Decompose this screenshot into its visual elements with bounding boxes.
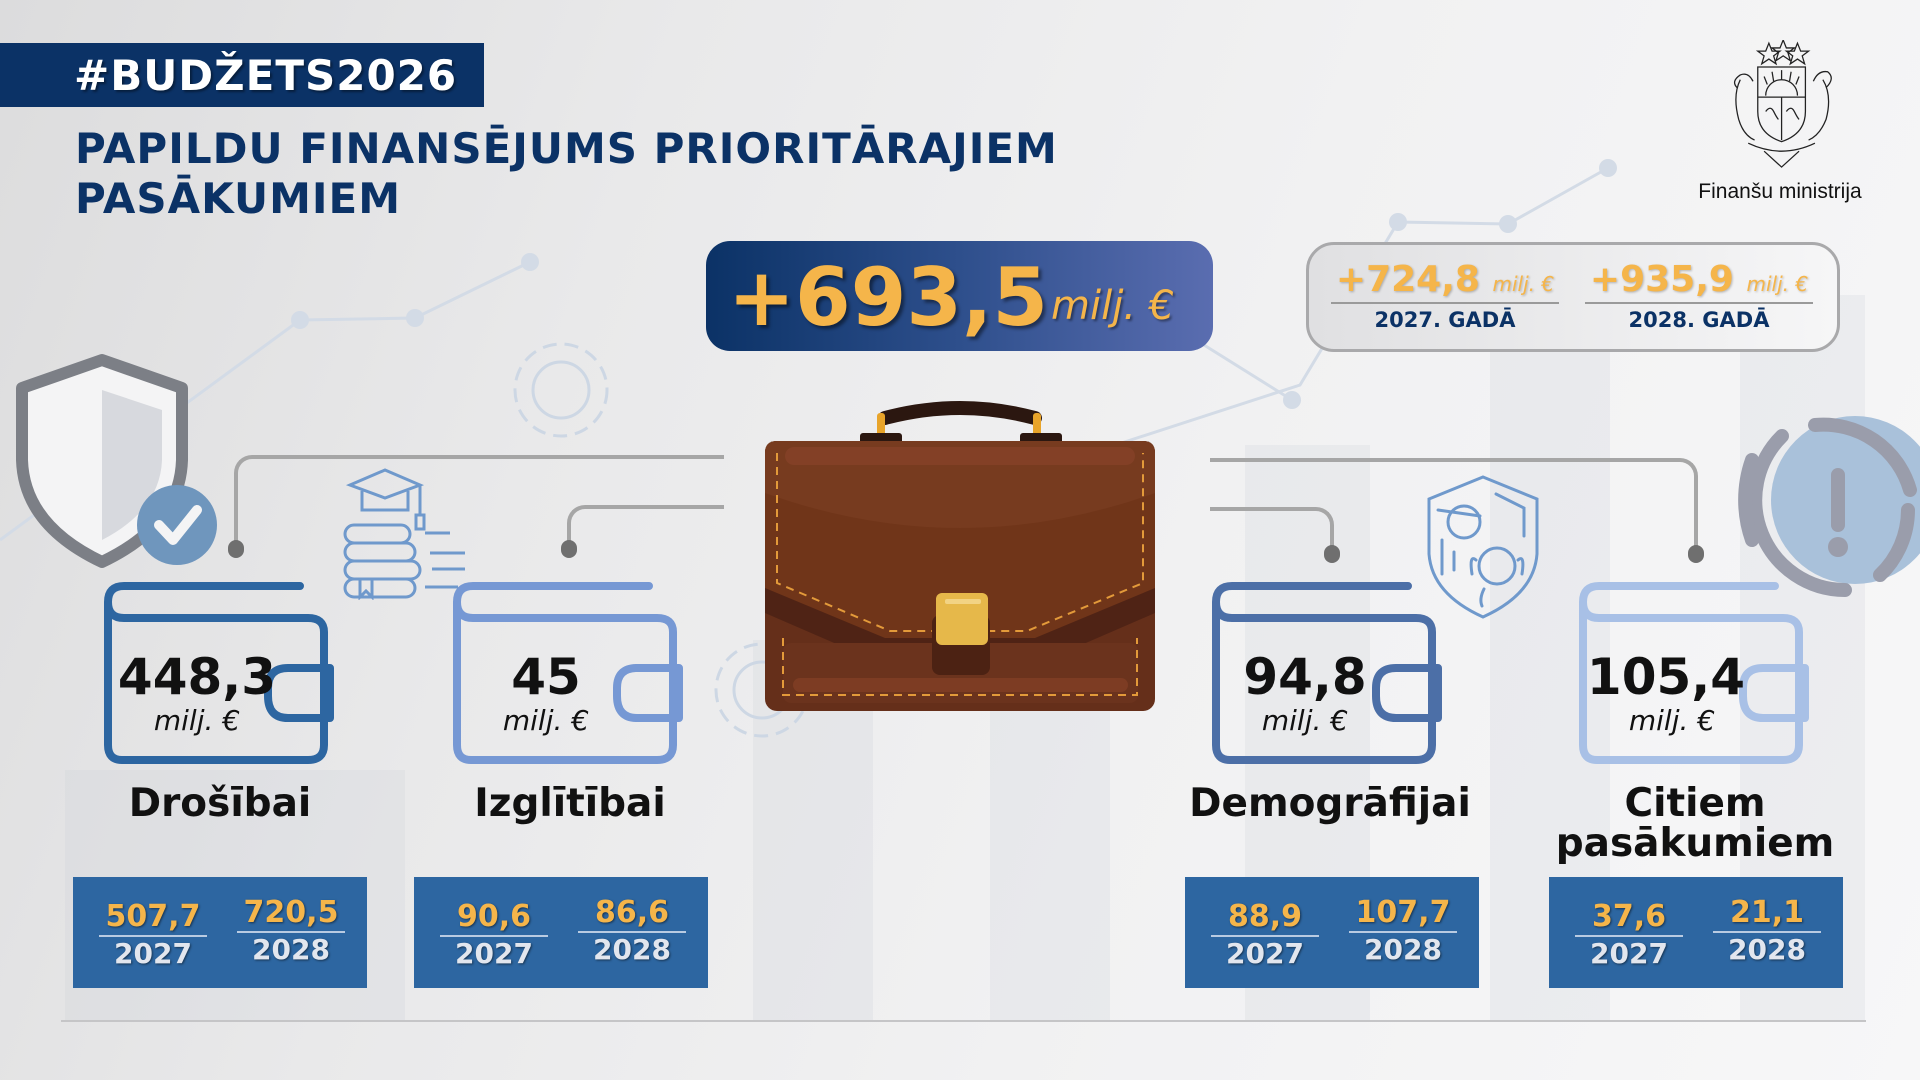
future-total-2028: +935,9 milj. € 2028. GADĀ: [1585, 259, 1813, 332]
year-values-citiem: 37,6 2027 21,1 2028: [1549, 877, 1843, 988]
year-value: 90,6: [440, 899, 548, 937]
wallet-icon: [1579, 582, 1809, 764]
wallet-icon: [1212, 582, 1442, 764]
future-totals-box: +724,8 milj. € 2027. GADĀ +935,9 milj. €…: [1306, 242, 1840, 352]
future-total-year: 2028. GADĀ: [1628, 308, 1770, 332]
future-total-2027: +724,8 milj. € 2027. GADĀ: [1331, 259, 1559, 332]
year-label: 2028: [252, 933, 330, 966]
future-total-value: +935,9: [1589, 259, 1734, 300]
category-label: Drošībai: [128, 781, 312, 826]
connector-line: [567, 505, 724, 551]
year-label: 2028: [1728, 933, 1806, 966]
connector-dot: [561, 540, 577, 558]
books-graduation-cap-icon: [343, 468, 465, 600]
category-unit: milj. €: [153, 704, 241, 737]
category-value: 45: [511, 648, 581, 706]
year-value: 507,7: [99, 899, 207, 937]
briefcase-icon: [765, 401, 1155, 711]
year-label: 2027: [1226, 937, 1304, 970]
alert-exclamation-icon: [1738, 416, 1920, 597]
wallet-icon: [104, 582, 334, 764]
hashtag-text: #BUDŽETS2026: [74, 51, 458, 100]
year-value: 720,5: [237, 895, 345, 933]
connector-line: [234, 455, 724, 551]
total-amount-box: +693,5 milj. €: [706, 241, 1213, 351]
total-value: +693,5: [728, 251, 1049, 344]
latvia-coat-of-arms-icon: [1733, 40, 1832, 168]
category-label: Demogrāfijai: [1189, 781, 1471, 826]
wallet-icon: [453, 582, 683, 764]
year-values-demografijai: 88,9 2027 107,7 2028: [1185, 877, 1479, 988]
page-title: PAPILDU FINANSĒJUMS PRIORITĀRAJIEM PASĀK…: [75, 124, 1058, 224]
category-label-line2: pasākumiem: [1555, 821, 1835, 866]
year-value: 21,1: [1713, 895, 1821, 933]
category-label-line1: Citiem: [1624, 781, 1766, 826]
connector-dot: [1688, 545, 1704, 563]
category-value: 105,4: [1586, 648, 1746, 706]
connector-dot: [228, 540, 244, 558]
future-total-value: +724,8: [1335, 259, 1480, 300]
children-shield-icon: [1427, 475, 1539, 619]
year-value: 86,6: [578, 895, 686, 933]
category-unit: milj. €: [1261, 704, 1349, 737]
category-unit: milj. €: [1628, 704, 1716, 737]
connector-line: [1210, 458, 1698, 554]
year-label: 2028: [593, 933, 671, 966]
year-value: 107,7: [1349, 895, 1457, 933]
year-value: 88,9: [1211, 899, 1319, 937]
bg-column: [990, 700, 1110, 1020]
year-label: 2027: [1590, 937, 1668, 970]
connector-line: [1210, 507, 1334, 554]
year-values-drosibai: 507,7 2027 720,5 2028: [73, 877, 367, 988]
title-line-1: PAPILDU FINANSĒJUMS PRIORITĀRAJIEM: [75, 124, 1058, 173]
wallet-izglitibai: 45 milj. €: [451, 580, 683, 765]
baseline-divider: [61, 1020, 1866, 1022]
category-value: 448,3: [117, 648, 277, 706]
year-value: 37,6: [1575, 899, 1683, 937]
category-unit: milj. €: [502, 704, 590, 737]
year-values-izglitibai: 90,6 2027 86,6 2028: [414, 877, 708, 988]
wallet-drosibai: 448,3 milj. €: [102, 580, 334, 765]
future-total-year: 2027. GADĀ: [1374, 308, 1516, 332]
total-unit: milj. €: [1051, 283, 1175, 329]
wallet-demografijai: 94,8 milj. €: [1210, 580, 1442, 765]
wallet-citiem: 105,4 milj. €: [1577, 580, 1809, 765]
future-total-unit: milj. €: [1746, 272, 1809, 296]
shield-check-icon: [16, 354, 217, 568]
year-label: 2028: [1364, 933, 1442, 966]
title-line-2: PASĀKUMIEM: [75, 174, 402, 223]
year-label: 2027: [455, 937, 533, 970]
category-value: 94,8: [1243, 648, 1367, 706]
hashtag-banner: #BUDŽETS2026: [0, 43, 484, 107]
ministry-name: Finanšu ministrija: [1698, 180, 1862, 203]
category-label: Citiem pasākumiem: [1545, 784, 1845, 864]
year-label: 2027: [114, 937, 192, 970]
future-total-unit: milj. €: [1492, 272, 1555, 296]
category-label: Izglītībai: [474, 781, 666, 826]
connector-dot: [1324, 545, 1340, 563]
